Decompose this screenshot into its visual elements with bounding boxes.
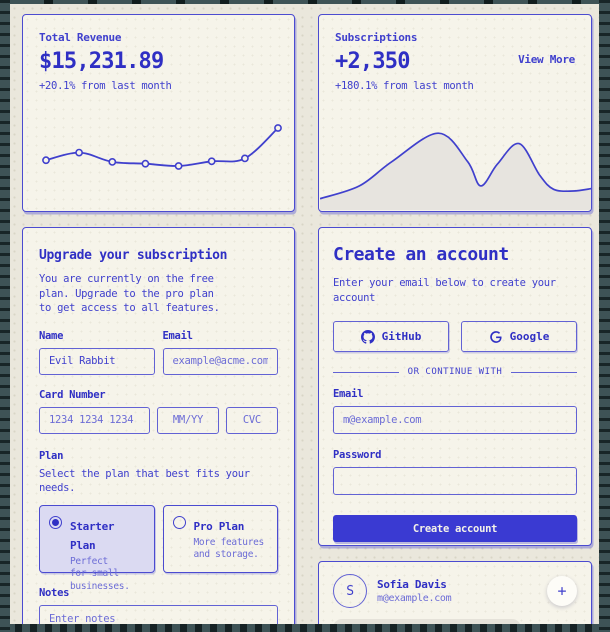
notes-label: Notes: [39, 586, 70, 599]
avatar: S: [333, 574, 367, 608]
github-button-label: GitHub: [381, 330, 422, 344]
name-input[interactable]: [39, 347, 155, 375]
frame-ruler-bottom: [0, 624, 610, 632]
create-account-card: Create an account Enter your email below…: [318, 227, 592, 546]
radio-selected-icon[interactable]: [49, 515, 62, 529]
pro-plan-name: Pro Plan: [193, 519, 245, 533]
github-icon: [360, 329, 375, 344]
google-button-label: Google: [509, 330, 550, 344]
starter-plan-description: Perfect for small businesses.: [70, 555, 130, 592]
subscriptions-change: +180.1% from last month: [335, 80, 474, 92]
account-password-field[interactable]: [333, 467, 577, 496]
chat-user-name: Sofia Davis: [377, 578, 447, 591]
upgrade-description: You are currently on the free plan. Upgr…: [39, 273, 220, 315]
plan-option-pro[interactable]: Pro Plan More features and storage.: [162, 504, 278, 573]
subscriptions-area-chart: [320, 132, 591, 210]
create-account-title: Create an account: [333, 244, 509, 265]
subscriptions-label: Subscriptions: [335, 31, 418, 44]
chat-user-email: m@example.com: [377, 593, 452, 604]
account-password-label: Password: [333, 449, 382, 462]
starter-plan-name: Starter Plan: [70, 519, 115, 552]
frame-ruler-top: [0, 0, 610, 4]
divider-line-right: [511, 371, 578, 373]
card-cvc-input[interactable]: [225, 406, 278, 434]
card-expiry-input[interactable]: [157, 406, 219, 434]
frame-ruler-right: [599, 0, 610, 632]
google-button[interactable]: Google: [461, 321, 577, 353]
email-field[interactable]: [162, 347, 278, 375]
google-icon: [489, 330, 502, 343]
avatar-initial: S: [346, 583, 354, 599]
email-label: Email: [162, 329, 193, 342]
plan-description: Select the plan that best fits your need…: [39, 467, 250, 495]
total-revenue-card: Total Revenue $15,231.89 +20.1% from las…: [22, 14, 295, 212]
revenue-line-chart: [42, 124, 282, 170]
account-email-field[interactable]: [333, 406, 577, 435]
account-email-label: Email: [333, 388, 364, 401]
create-account-description: Enter your email below to create your ac…: [333, 277, 556, 304]
frame-ruler-left: [0, 0, 10, 632]
divider-label: OR CONTINUE WITH: [407, 367, 503, 378]
github-button[interactable]: GitHub: [333, 321, 449, 353]
pro-plan-description: More features and storage.: [193, 536, 265, 561]
name-label: Name: [39, 329, 64, 342]
upgrade-subscription-card: Upgrade your subscription You are curren…: [22, 227, 295, 624]
or-continue-divider: OR CONTINUE WITH: [333, 367, 578, 378]
plan-label: Plan: [39, 449, 64, 462]
card-number-label: Card Number: [39, 388, 106, 401]
total-revenue-value: $15,231.89: [39, 49, 164, 74]
add-user-button[interactable]: +: [547, 576, 577, 606]
divider-line-left: [333, 371, 399, 373]
chat-card: S Sofia Davis m@example.com +: [318, 561, 592, 624]
chat-message-bubble: [333, 619, 521, 624]
subscriptions-value: +2,350: [335, 49, 410, 74]
upgrade-title: Upgrade your subscription: [39, 248, 228, 263]
card-number-input[interactable]: [39, 406, 151, 434]
plus-icon: +: [557, 581, 567, 600]
dashboard-page: Total Revenue $15,231.89 +20.1% from las…: [10, 4, 599, 624]
plan-option-starter[interactable]: Starter Plan Perfect for small businesse…: [39, 504, 155, 592]
create-account-button[interactable]: Create account: [333, 515, 577, 543]
subscriptions-card: Subscriptions +2,350 View More +180.1% f…: [318, 14, 592, 212]
total-revenue-label: Total Revenue: [39, 31, 122, 44]
total-revenue-change: +20.1% from last month: [39, 80, 172, 92]
radio-unselected-icon[interactable]: [172, 515, 186, 529]
view-more-link[interactable]: View More: [518, 52, 575, 66]
notes-textarea[interactable]: [39, 604, 278, 624]
